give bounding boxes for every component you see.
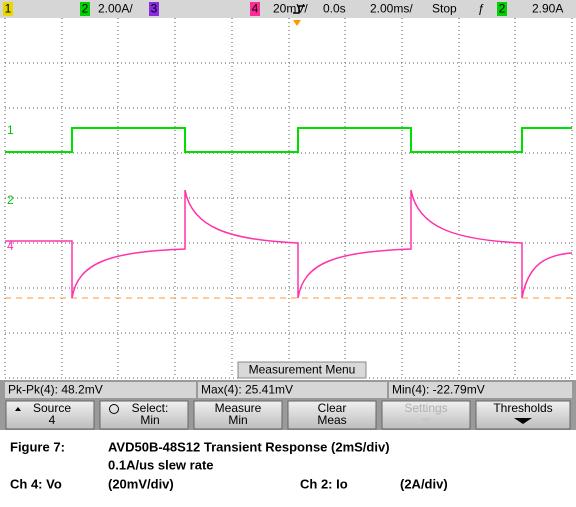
- softkey-label: Min: [228, 413, 247, 427]
- softkey[interactable]: [5, 400, 95, 430]
- ch4-marker: 4: [7, 239, 14, 253]
- caption-figure: Figure 7:: [10, 439, 65, 454]
- softkey[interactable]: [287, 400, 377, 430]
- softkey[interactable]: [475, 400, 571, 430]
- trigger-source: 2: [499, 2, 506, 16]
- ch1-box: [3, 2, 13, 16]
- ch2-label: 2: [82, 2, 89, 16]
- softkey-label: Select:: [132, 401, 169, 415]
- ch1-label: 1: [5, 2, 12, 16]
- softkey-label: Source: [33, 401, 71, 415]
- trigger-slope: ƒ: [478, 2, 485, 16]
- ch2-scale: 2.00A/: [98, 2, 133, 16]
- ch4-box: [250, 2, 260, 16]
- timebase: 2.00ms/: [370, 2, 413, 16]
- menu-title-box: [237, 361, 367, 379]
- softkey-label: 4: [49, 413, 56, 427]
- menu-title: Measurement Menu: [249, 363, 356, 377]
- ch2-box: [80, 2, 90, 16]
- delay: 0.0s: [323, 2, 346, 16]
- softkey-icon: [514, 418, 532, 424]
- softkey-label: Clear: [318, 401, 347, 415]
- screen: [0, 18, 576, 380]
- caption-subtitle: 0.1A/us slew rate: [108, 457, 214, 472]
- measurement-box: [5, 382, 196, 398]
- softkey[interactable]: [99, 400, 189, 430]
- measurement-box: [389, 382, 572, 398]
- measurement-box: [198, 382, 387, 398]
- softkey-label: Min: [140, 413, 159, 427]
- ch2-trace: [5, 127, 572, 153]
- trigger-marker: [293, 20, 301, 26]
- softkeys: Source 4 Select: Min Measure Min Clear M…: [5, 400, 571, 430]
- status-bar: [0, 0, 576, 18]
- softkey-icon: [109, 404, 119, 414]
- ch3-box: [149, 2, 159, 16]
- softkey[interactable]: [193, 400, 283, 430]
- softkey-label: Measure: [215, 401, 262, 415]
- trigger-source-box: [497, 2, 507, 16]
- softkey-label: Meas: [317, 413, 346, 427]
- caption-title: AVD50B-48S12 Transient Response (2mS/div…: [108, 439, 390, 454]
- measurement: Pk-Pk(4): 48.2mV: [8, 383, 103, 397]
- caption-ch4: Ch 4: Vo: [10, 476, 62, 491]
- trigger-icon: [293, 5, 305, 14]
- ch3-label: 3: [151, 2, 158, 16]
- softkey[interactable]: [381, 400, 471, 430]
- run-state: Stop: [432, 2, 457, 16]
- caption-ch4-scale: (20mV/div): [108, 476, 174, 491]
- ch1-marker: 1: [7, 123, 14, 137]
- softkey-icon: [15, 407, 21, 411]
- trigger-level: 2.90A: [532, 2, 563, 16]
- ch2-marker: 2: [7, 193, 14, 207]
- measurement: Max(4): 25.41mV: [201, 383, 293, 397]
- ch4-scale: 20mV/: [273, 2, 308, 16]
- caption-ch2: Ch 2: Io: [300, 476, 348, 491]
- softkey-label: Thresholds: [493, 401, 552, 415]
- softkey-label: Settings: [404, 401, 447, 415]
- caption-ch2-scale: (2A/div): [400, 476, 448, 491]
- measurement: Min(4): -22.79mV: [392, 383, 485, 397]
- ch4-trace: [5, 189, 573, 299]
- softkey-icon: [420, 418, 432, 424]
- ch4-label: 4: [252, 2, 259, 16]
